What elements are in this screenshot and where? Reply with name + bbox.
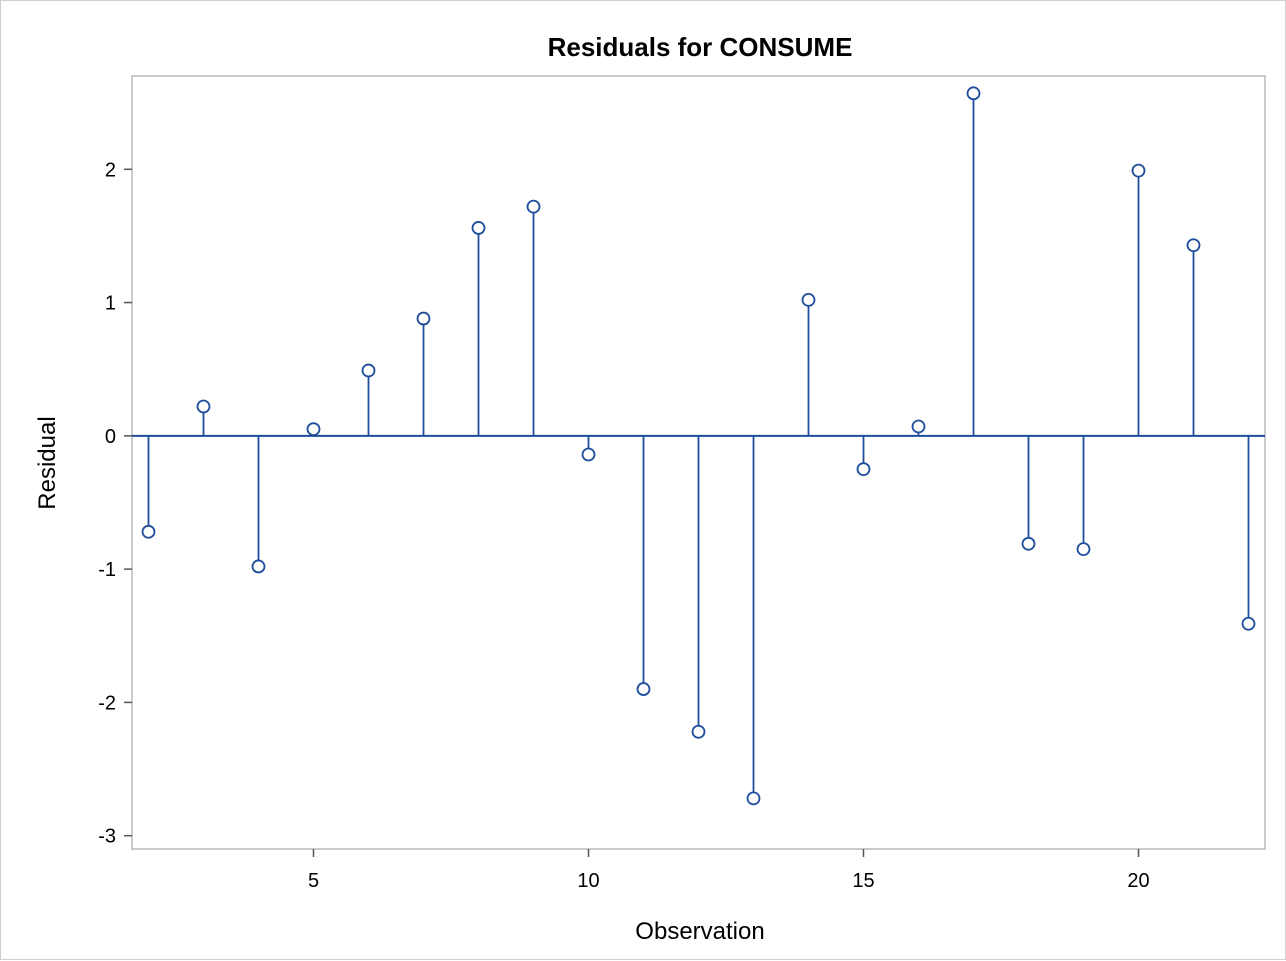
- data-point-marker: [801, 293, 816, 307]
- x-axis: 5 10 15 20: [308, 849, 1150, 892]
- data-point-marker: [691, 724, 706, 739]
- y-tick-label: -2: [98, 692, 116, 714]
- data-point-marker: [856, 462, 871, 477]
- x-tick-label: 5: [308, 870, 319, 892]
- x-tick-label: 20: [1127, 870, 1149, 892]
- data-point-marker: [581, 447, 596, 462]
- y-tick-label: 2: [105, 159, 116, 181]
- y-tick-label: -1: [98, 559, 116, 581]
- needle-series: [141, 86, 1256, 806]
- data-point-marker: [361, 363, 376, 378]
- y-tick-label: 1: [105, 293, 116, 315]
- data-point-marker: [1021, 536, 1036, 551]
- data-point-marker: [1186, 238, 1201, 253]
- data-point-marker: [1131, 163, 1146, 178]
- data-point-marker: [141, 524, 156, 539]
- x-tick-label: 10: [577, 870, 599, 892]
- x-tick-label: 15: [852, 870, 874, 892]
- data-point-marker: [1076, 542, 1091, 557]
- y-axis-title: Residual: [34, 416, 61, 509]
- data-point-marker: [306, 422, 321, 437]
- data-point-marker: [1241, 616, 1256, 631]
- data-point-marker: [966, 86, 981, 101]
- data-point-marker: [526, 199, 541, 214]
- y-tick-label: 0: [105, 426, 116, 448]
- data-point-marker: [636, 682, 651, 696]
- data-point-marker: [251, 559, 266, 574]
- data-point-marker: [746, 791, 761, 806]
- y-axis: -3 -2 -1 0 1 2: [98, 159, 132, 848]
- data-point-marker: [416, 311, 431, 326]
- data-point-marker: [911, 419, 926, 434]
- data-point-marker: [471, 221, 486, 235]
- y-tick-label: -3: [98, 826, 116, 848]
- data-point-marker: [196, 399, 211, 414]
- chart-title: Residuals for CONSUME: [548, 32, 853, 62]
- x-axis-title: Observation: [635, 918, 764, 945]
